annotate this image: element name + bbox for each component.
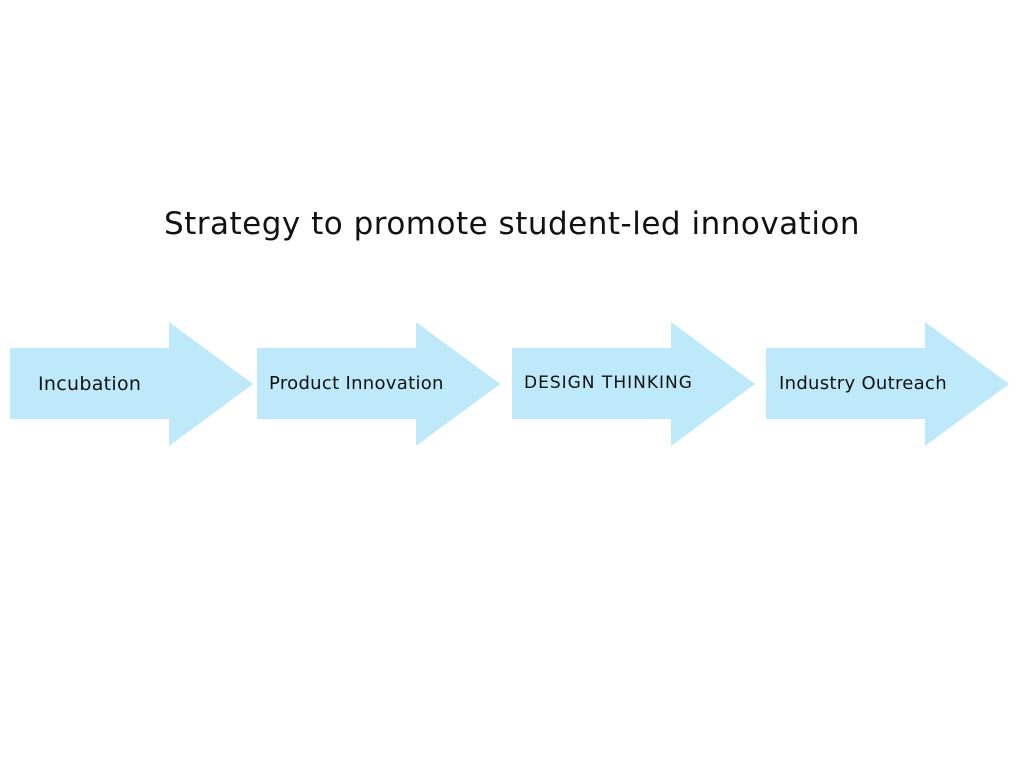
process-step-product-innovation: Product Innovation: [257, 322, 501, 446]
arrow-shape: [512, 322, 755, 446]
process-step-label: Product Innovation: [269, 373, 444, 394]
process-step-incubation: Incubation: [10, 322, 254, 446]
arrow-shape: [10, 322, 253, 446]
process-step-industry-outreach: Industry Outreach: [766, 322, 1010, 446]
process-step-label: DESIGN THINKING: [524, 373, 693, 393]
arrow-shape: [257, 322, 500, 446]
process-step-label: Incubation: [38, 373, 142, 395]
diagram-title: Strategy to promote student-led innovati…: [163, 206, 861, 242]
process-step-design-thinking: DESIGN THINKING: [512, 322, 756, 446]
arrow-shape: [766, 322, 1009, 446]
process-step-label: Industry Outreach: [779, 373, 947, 394]
